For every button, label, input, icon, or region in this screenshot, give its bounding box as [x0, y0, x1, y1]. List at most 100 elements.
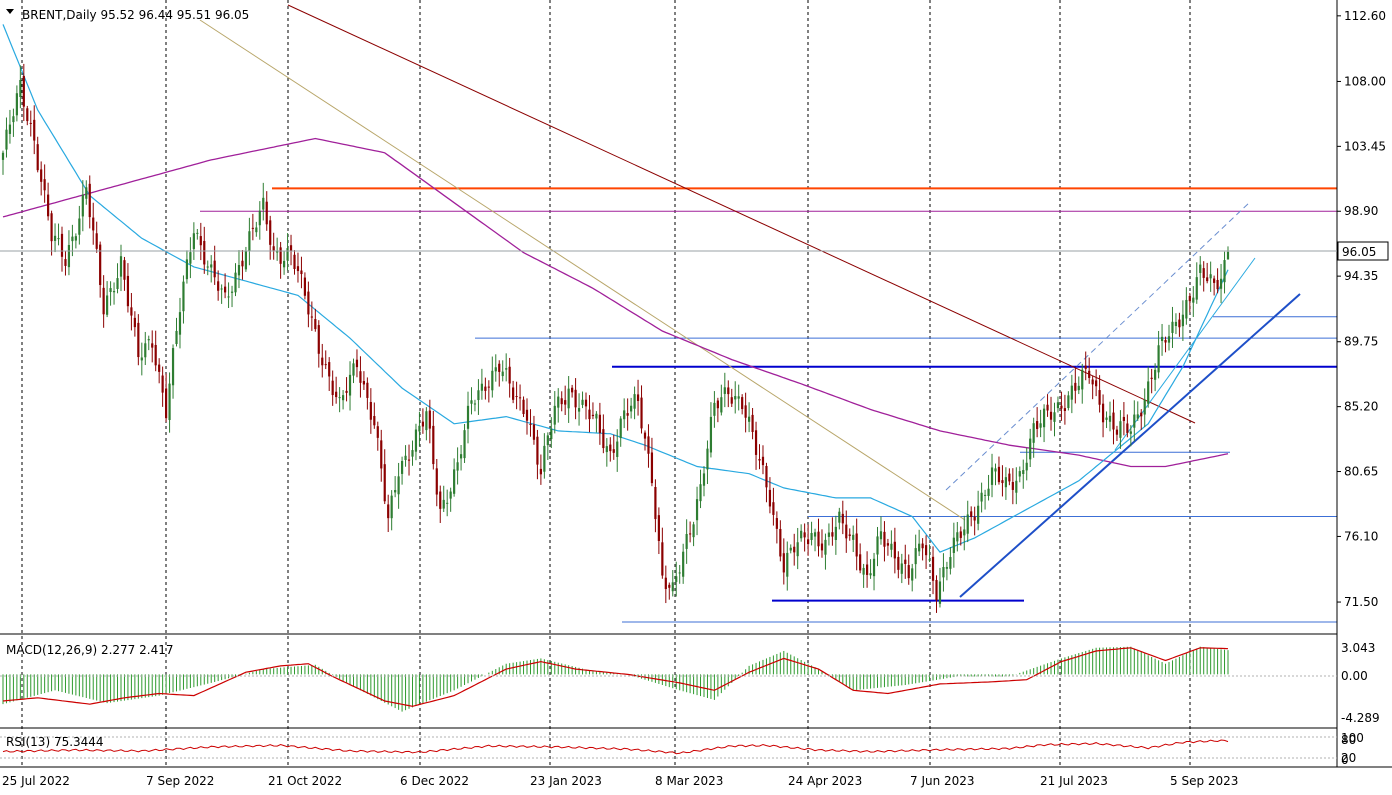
candle: [1046, 394, 1049, 417]
candle: [265, 191, 268, 231]
candle: [564, 385, 567, 415]
candle: [1140, 409, 1143, 430]
candle: [741, 394, 744, 415]
current-price-box: [1337, 241, 1389, 261]
candle: [321, 343, 324, 378]
candle: [355, 349, 359, 378]
candle: [112, 282, 116, 305]
candle: [647, 424, 650, 468]
candle: [189, 237, 192, 279]
candle: [852, 525, 855, 553]
candle: [942, 553, 945, 592]
current-price-marker: 96.05: [0, 241, 1389, 261]
candle: [782, 538, 785, 585]
candle: [675, 561, 678, 597]
candle: [425, 407, 428, 441]
candle: [446, 489, 449, 517]
candle: [175, 317, 178, 347]
candle: [713, 391, 716, 428]
y-tick-label: 98.90: [1344, 204, 1378, 218]
candle: [845, 510, 848, 553]
candle: [695, 486, 699, 536]
candle: [1226, 246, 1230, 260]
candle: [206, 260, 209, 276]
candle: [126, 263, 130, 313]
candle: [1147, 366, 1150, 408]
candle: [279, 241, 282, 279]
candle: [289, 234, 293, 266]
candle: [1074, 367, 1077, 404]
candle: [949, 547, 952, 575]
candle: [144, 331, 147, 366]
candle: [709, 402, 713, 458]
candle: [560, 391, 563, 412]
candle: [1001, 465, 1004, 497]
candle: [838, 507, 841, 530]
candle: [130, 293, 133, 331]
candle: [1004, 467, 1008, 500]
candle: [81, 180, 84, 232]
y-tick-label: 85.20: [1344, 400, 1378, 414]
candle: [664, 565, 667, 604]
candle: [1098, 375, 1101, 413]
candle: [810, 521, 813, 546]
rsi-tick-100: 100: [1341, 731, 1364, 745]
candle: [834, 515, 837, 555]
candle: [220, 284, 223, 304]
candle: [626, 398, 629, 431]
candle: [1084, 351, 1087, 381]
candle: [869, 559, 872, 579]
olive-downtrend-line: [199, 19, 966, 521]
candle: [640, 385, 643, 434]
candle: [338, 387, 341, 413]
candle: [258, 201, 261, 240]
macd-tick-zero: 0.00: [1341, 669, 1368, 683]
candle: [591, 402, 595, 420]
candle: [494, 354, 497, 382]
candle: [470, 387, 473, 415]
candle: [734, 381, 737, 414]
candle: [387, 494, 390, 532]
candle: [165, 373, 168, 423]
candle: [428, 399, 431, 444]
candle: [643, 430, 647, 451]
candle: [685, 519, 688, 564]
candle: [459, 444, 463, 471]
candle: [348, 361, 352, 411]
candle: [341, 390, 345, 410]
candle: [619, 416, 622, 447]
candle: [706, 440, 709, 485]
candle: [813, 528, 817, 552]
candle: [820, 529, 824, 558]
candle: [897, 551, 900, 579]
candle: [151, 330, 154, 363]
candle: [796, 527, 799, 570]
chart-header[interactable]: BRENT,Daily 95.52 96.44 95.51 96.05: [6, 8, 249, 22]
candle: [1126, 414, 1129, 438]
y-tick-label: 80.65: [1344, 465, 1378, 479]
candle: [314, 308, 317, 332]
long-downtrend-line: [287, 4, 1196, 424]
candle: [147, 335, 150, 351]
candle: [230, 285, 234, 308]
candle: [303, 272, 307, 300]
candle: [133, 311, 136, 337]
dropdown-triangle-icon[interactable]: [6, 9, 14, 14]
candle: [324, 350, 327, 370]
candle: [1181, 300, 1184, 342]
candle: [921, 538, 924, 561]
candle: [29, 110, 32, 137]
candle: [161, 366, 164, 407]
candle: [1101, 394, 1105, 438]
candle: [539, 454, 542, 485]
candle: [1060, 391, 1063, 421]
candle: [234, 263, 237, 297]
candle: [262, 182, 265, 221]
candle: [1136, 401, 1139, 421]
candle: [223, 273, 227, 299]
candle: [1091, 375, 1094, 400]
rsi-tick-0: 0: [1341, 753, 1349, 767]
candle: [1042, 404, 1046, 443]
